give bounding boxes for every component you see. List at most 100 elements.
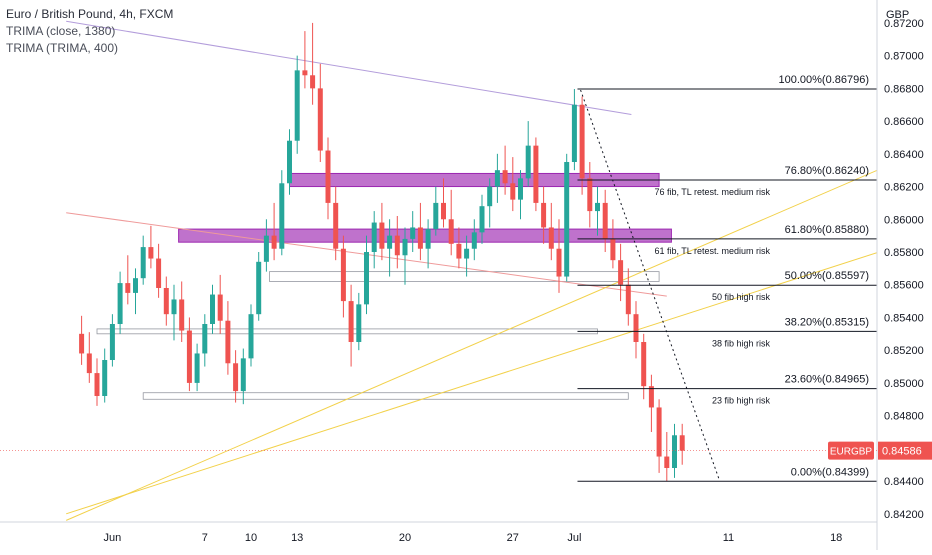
indicator-trima-1380[interactable]: TRIMA (close, 1380) (6, 24, 116, 38)
candle-52[interactable] (471, 219, 477, 261)
trima-1380-line[interactable] (66, 20, 632, 116)
candle-65[interactable] (571, 89, 577, 171)
candle-24[interactable] (256, 252, 262, 321)
zone-3[interactable] (269, 271, 660, 282)
candle-28[interactable] (287, 129, 292, 195)
candle-51[interactable] (464, 235, 470, 277)
candle-68[interactable] (595, 186, 600, 236)
candle-49[interactable] (448, 189, 454, 256)
candle-42[interactable] (394, 216, 400, 269)
candle-5[interactable] (109, 314, 115, 367)
candle-76[interactable] (656, 399, 662, 473)
candle-38[interactable] (364, 235, 369, 315)
fib-note-3: 61 fib, TL retest. medium risk (654, 246, 770, 256)
indicator-trima-400[interactable]: TRIMA (TRIMA, 400) (6, 41, 119, 55)
candle-19[interactable] (217, 274, 223, 334)
price-tick-label: 0.87000 (884, 51, 924, 63)
candle-body (171, 299, 177, 315)
candle-39[interactable] (371, 211, 377, 269)
candle-37[interactable] (356, 292, 362, 351)
candle-10[interactable] (148, 225, 154, 269)
candle-16[interactable] (194, 343, 200, 392)
candle-50[interactable] (456, 227, 462, 269)
candle-18[interactable] (210, 284, 215, 334)
candle-72[interactable] (625, 268, 631, 326)
candle-7[interactable] (125, 255, 131, 305)
candle-25[interactable] (263, 219, 269, 272)
candle-26[interactable] (271, 202, 277, 261)
candle-43[interactable] (402, 227, 408, 285)
candle-36[interactable] (348, 284, 354, 367)
candle-59[interactable] (525, 121, 531, 187)
candle-8[interactable] (133, 268, 138, 315)
candle-64[interactable] (564, 153, 570, 282)
candle-53[interactable] (479, 194, 485, 244)
candle-14[interactable] (179, 281, 185, 342)
candle-15[interactable] (186, 317, 192, 392)
candle-77[interactable] (664, 432, 670, 482)
candle-20[interactable] (225, 301, 231, 375)
candle-73[interactable] (633, 301, 639, 359)
candle-body (79, 333, 85, 354)
candle-61[interactable] (541, 186, 547, 244)
candle-9[interactable] (140, 235, 146, 285)
candle-46[interactable] (425, 219, 431, 269)
candle-31[interactable] (310, 22, 316, 105)
candle-2[interactable] (86, 332, 92, 383)
candle-48[interactable] (441, 178, 446, 228)
candle-69[interactable] (602, 189, 608, 252)
candle-body (548, 227, 554, 249)
candle-21[interactable] (233, 350, 239, 403)
symbol-tag[interactable] (828, 441, 874, 460)
zone-2[interactable] (178, 228, 672, 243)
candle-4[interactable] (102, 348, 108, 403)
candle-47[interactable] (433, 186, 439, 236)
candle-79[interactable] (679, 423, 685, 465)
candle-45[interactable] (417, 202, 423, 261)
candle-13[interactable] (171, 284, 177, 341)
candle-body (86, 353, 92, 374)
candle-62[interactable] (548, 202, 554, 261)
candle-23[interactable] (248, 304, 254, 367)
candle-44[interactable] (410, 211, 416, 252)
price-tag[interactable] (878, 441, 932, 460)
candle-29[interactable] (294, 55, 300, 154)
candle-58[interactable] (518, 170, 523, 220)
candle-body (448, 219, 454, 244)
candle-75[interactable] (648, 374, 654, 432)
candle-57[interactable] (510, 157, 516, 212)
candle-22[interactable] (240, 348, 246, 405)
symbol-title[interactable]: Euro / British Pound, 4h, FXCM (6, 7, 174, 21)
candle-33[interactable] (325, 137, 331, 220)
candle-60[interactable] (533, 137, 539, 212)
candle-30[interactable] (302, 31, 308, 89)
candle-71[interactable] (618, 243, 624, 302)
candle-70[interactable] (610, 219, 616, 269)
candle-55[interactable] (494, 153, 500, 203)
candle-63[interactable] (556, 219, 562, 293)
candle-67[interactable] (587, 162, 593, 228)
candle-34[interactable] (333, 186, 339, 261)
candle-6[interactable] (117, 271, 123, 334)
candle-body (394, 235, 400, 256)
candle-1[interactable] (79, 315, 85, 365)
candle-78[interactable] (672, 423, 677, 478)
candle-35[interactable] (340, 235, 346, 318)
candle-body (564, 162, 570, 277)
candle-56[interactable] (502, 145, 508, 195)
candle-27[interactable] (279, 170, 285, 256)
fib-label-4: 50.00%(0.85597) (785, 270, 869, 282)
zone-5[interactable] (142, 392, 629, 400)
candle-17[interactable] (202, 314, 208, 367)
candle-54[interactable] (487, 178, 493, 228)
candle-11[interactable] (156, 243, 162, 298)
candle-32[interactable] (317, 63, 323, 162)
candle-3[interactable] (94, 358, 100, 406)
candle-40[interactable] (379, 202, 385, 261)
candle-66[interactable] (579, 96, 585, 195)
price-tick-label: 0.84800 (884, 411, 924, 423)
candle-41[interactable] (387, 219, 393, 277)
candle-12[interactable] (163, 276, 169, 326)
